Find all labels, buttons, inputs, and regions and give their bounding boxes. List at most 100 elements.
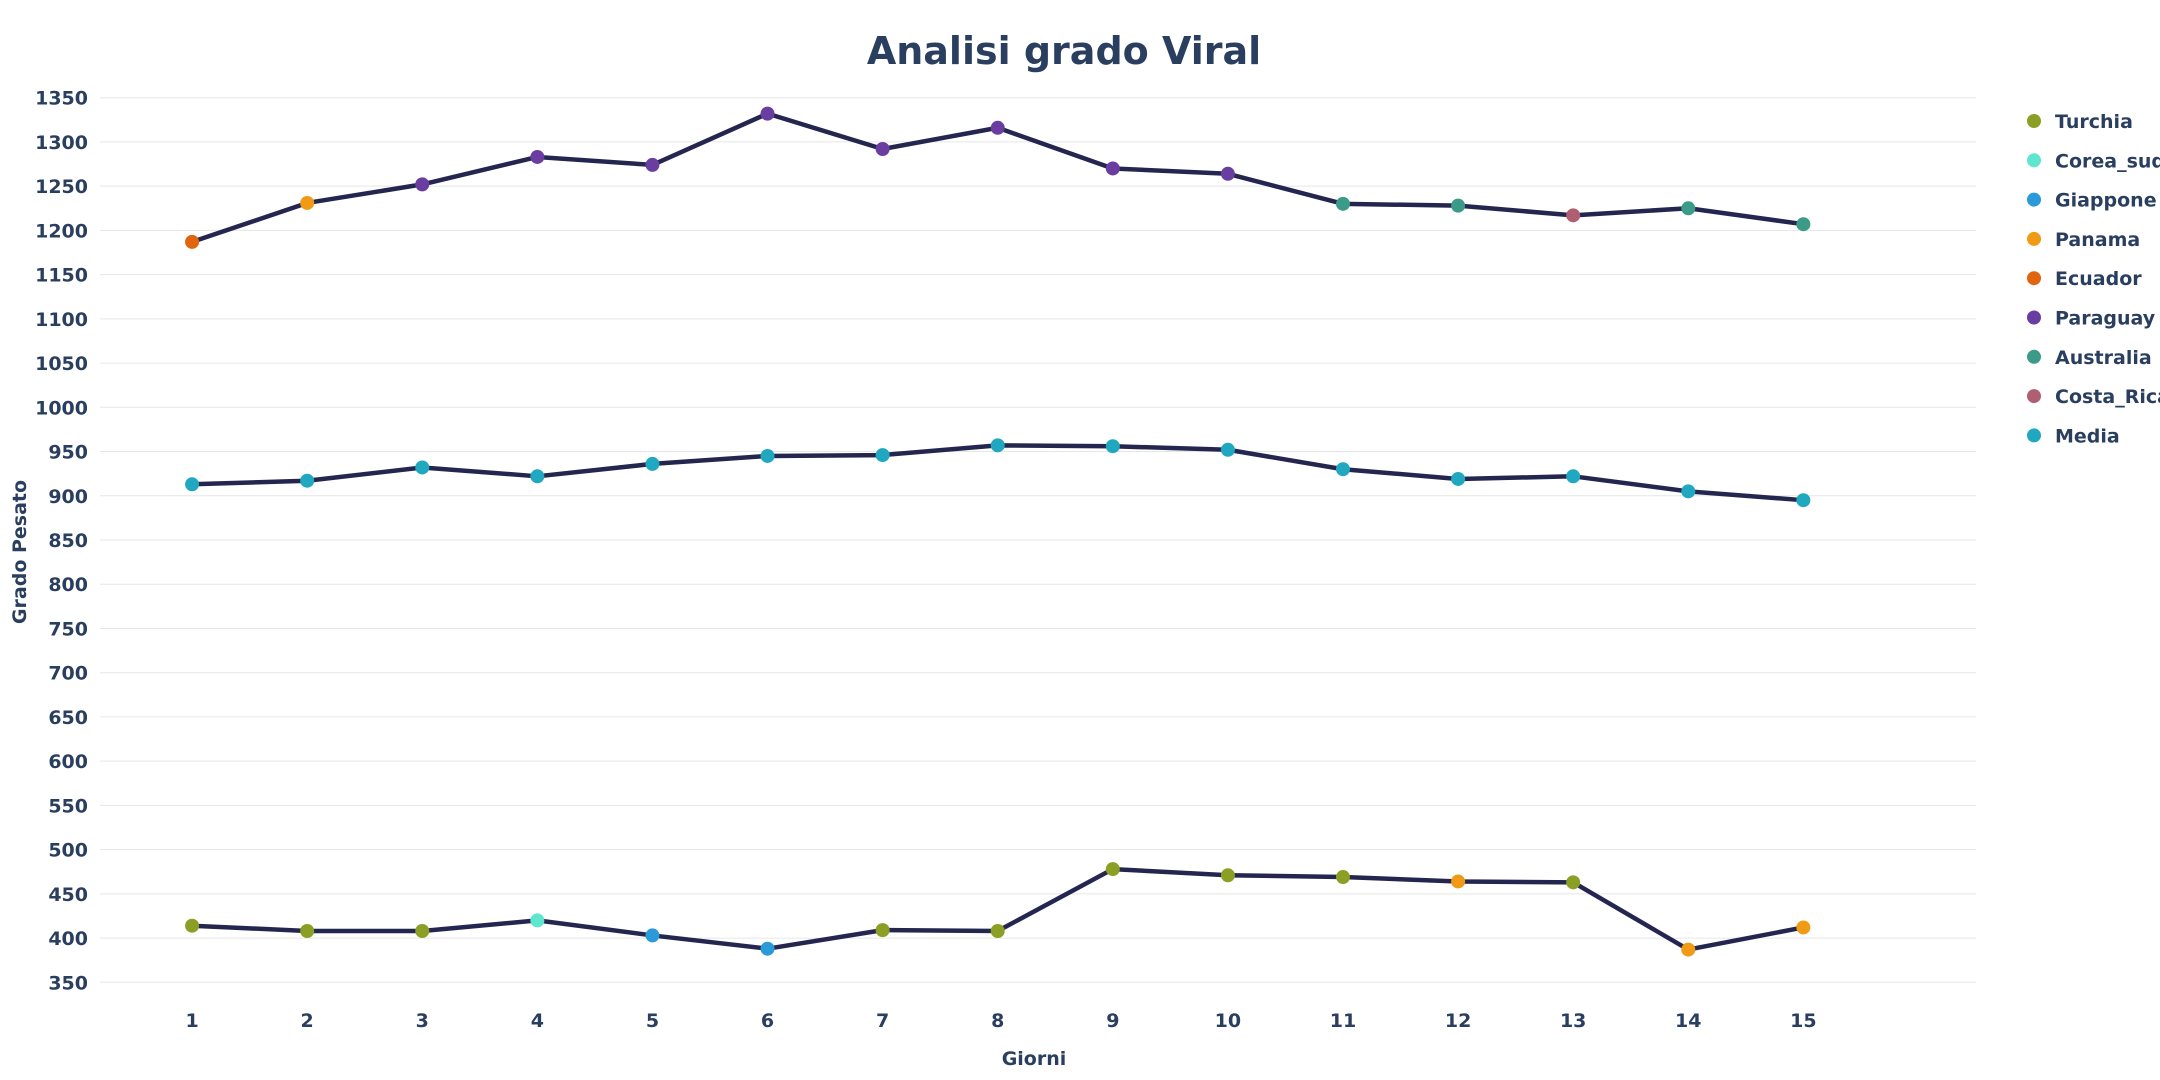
data-point[interactable] bbox=[1796, 920, 1811, 935]
legend-marker bbox=[2027, 271, 2041, 286]
data-point[interactable] bbox=[990, 438, 1005, 453]
data-point[interactable] bbox=[530, 913, 545, 928]
data-point[interactable] bbox=[415, 924, 430, 938]
legend-label: Corea_sud bbox=[2055, 150, 2160, 172]
legend-item[interactable]: Corea_sud bbox=[2027, 150, 2160, 172]
data-point[interactable] bbox=[990, 120, 1005, 135]
data-point[interactable] bbox=[1681, 942, 1696, 957]
data-point[interactable] bbox=[1335, 870, 1350, 885]
data-point[interactable] bbox=[1335, 196, 1350, 211]
data-point[interactable] bbox=[645, 157, 660, 172]
data-point[interactable] bbox=[185, 234, 200, 249]
data-point[interactable] bbox=[1796, 217, 1811, 232]
data-point[interactable] bbox=[530, 149, 545, 164]
legend-item[interactable]: Panama bbox=[2027, 229, 2140, 251]
legend-marker bbox=[2027, 192, 2041, 207]
y-tick-label: 400 bbox=[48, 928, 88, 950]
legend-item[interactable]: Media bbox=[2027, 425, 2120, 447]
legend-marker bbox=[2027, 153, 2041, 168]
data-point[interactable] bbox=[415, 177, 430, 192]
legend-item[interactable]: Turchia bbox=[2027, 111, 2133, 133]
data-point[interactable] bbox=[1105, 439, 1120, 454]
legend-label: Panama bbox=[2055, 229, 2140, 251]
data-point[interactable] bbox=[300, 473, 315, 488]
x-tick-label: 15 bbox=[1790, 1010, 1816, 1032]
data-point[interactable] bbox=[760, 448, 775, 463]
x-tick-label: 14 bbox=[1675, 1010, 1701, 1032]
y-tick-label: 650 bbox=[48, 707, 88, 729]
data-point[interactable] bbox=[1105, 862, 1120, 877]
legend-item[interactable]: Giappone bbox=[2027, 190, 2157, 212]
legend-marker bbox=[2027, 114, 2041, 128]
data-point[interactable] bbox=[1566, 875, 1581, 890]
legend-item[interactable]: Australia bbox=[2027, 347, 2152, 369]
legend-item[interactable]: Costa_Rica bbox=[2027, 386, 2160, 408]
data-point[interactable] bbox=[1451, 198, 1466, 213]
data-point[interactable] bbox=[1681, 201, 1696, 216]
x-tick-label: 7 bbox=[876, 1010, 889, 1032]
data-point[interactable] bbox=[1220, 166, 1235, 181]
legend-label: Turchia bbox=[2055, 111, 2133, 133]
x-tick-label: 8 bbox=[991, 1010, 1004, 1032]
data-point[interactable] bbox=[1451, 874, 1466, 889]
data-point[interactable] bbox=[1105, 161, 1120, 176]
data-point[interactable] bbox=[300, 924, 315, 938]
y-tick-label: 500 bbox=[48, 840, 88, 862]
legend-label: Giappone bbox=[2055, 190, 2157, 212]
y-tick-label: 1000 bbox=[35, 397, 88, 419]
data-point[interactable] bbox=[1451, 471, 1466, 486]
legend-marker bbox=[2027, 349, 2041, 364]
data-point[interactable] bbox=[645, 928, 660, 943]
y-tick-label: 700 bbox=[48, 663, 88, 685]
legend-marker bbox=[2027, 389, 2041, 404]
x-tick-label: 6 bbox=[761, 1010, 774, 1032]
y-tick-label: 550 bbox=[48, 795, 88, 817]
data-point[interactable] bbox=[760, 941, 775, 956]
legend-item[interactable]: Paraguay bbox=[2027, 308, 2156, 330]
legend-label: Media bbox=[2055, 425, 2120, 447]
x-tick-label: 1 bbox=[185, 1010, 198, 1032]
x-axis-label: Giorni bbox=[1002, 1048, 1067, 1070]
y-tick-label: 800 bbox=[48, 574, 88, 596]
data-point[interactable] bbox=[875, 142, 890, 156]
legend[interactable]: Turchia Corea_sud Giappone Panama Ecuador Par… bbox=[2027, 111, 2160, 447]
y-tick-label: 350 bbox=[48, 972, 88, 994]
x-tick-label: 9 bbox=[1106, 1010, 1119, 1032]
data-point[interactable] bbox=[1566, 469, 1581, 484]
data-point[interactable] bbox=[1220, 442, 1235, 457]
x-tick-label: 12 bbox=[1445, 1010, 1471, 1032]
data-point[interactable] bbox=[760, 106, 775, 121]
y-tick-label: 1300 bbox=[35, 132, 88, 154]
y-tick-label: 900 bbox=[48, 486, 88, 508]
data-point[interactable] bbox=[300, 195, 315, 210]
y-axis-ticks: 350 400 450 500 550 600 650 700 750 800 850 900 950 1… bbox=[35, 88, 88, 995]
data-point[interactable] bbox=[1566, 208, 1581, 223]
data-point[interactable] bbox=[1335, 462, 1350, 477]
data-point[interactable] bbox=[645, 456, 660, 471]
legend-label: Ecuador bbox=[2055, 268, 2142, 290]
legend-item[interactable]: Ecuador bbox=[2027, 268, 2142, 290]
data-point[interactable] bbox=[1220, 868, 1235, 883]
y-tick-label: 1350 bbox=[35, 88, 88, 110]
data-point[interactable] bbox=[185, 918, 200, 933]
data-point[interactable] bbox=[415, 460, 430, 475]
series-line bbox=[192, 443, 1804, 503]
gridlines bbox=[100, 97, 1976, 983]
legend-label: Costa_Rica bbox=[2055, 386, 2160, 408]
data-point[interactable] bbox=[875, 923, 890, 938]
x-tick-label: 2 bbox=[301, 1010, 314, 1032]
y-tick-label: 850 bbox=[48, 530, 88, 552]
legend-label: Australia bbox=[2055, 347, 2152, 369]
data-point[interactable] bbox=[1796, 493, 1811, 508]
x-tick-label: 5 bbox=[646, 1010, 659, 1032]
legend-label: Paraguay bbox=[2055, 308, 2156, 330]
data-point[interactable] bbox=[990, 924, 1005, 938]
y-tick-label: 1150 bbox=[35, 265, 88, 287]
data-point[interactable] bbox=[185, 477, 200, 492]
y-tick-label: 1050 bbox=[35, 353, 88, 375]
data-point[interactable] bbox=[1681, 484, 1696, 499]
data-point[interactable] bbox=[875, 448, 890, 463]
x-tick-label: 10 bbox=[1215, 1010, 1241, 1032]
data-point[interactable] bbox=[530, 469, 545, 484]
